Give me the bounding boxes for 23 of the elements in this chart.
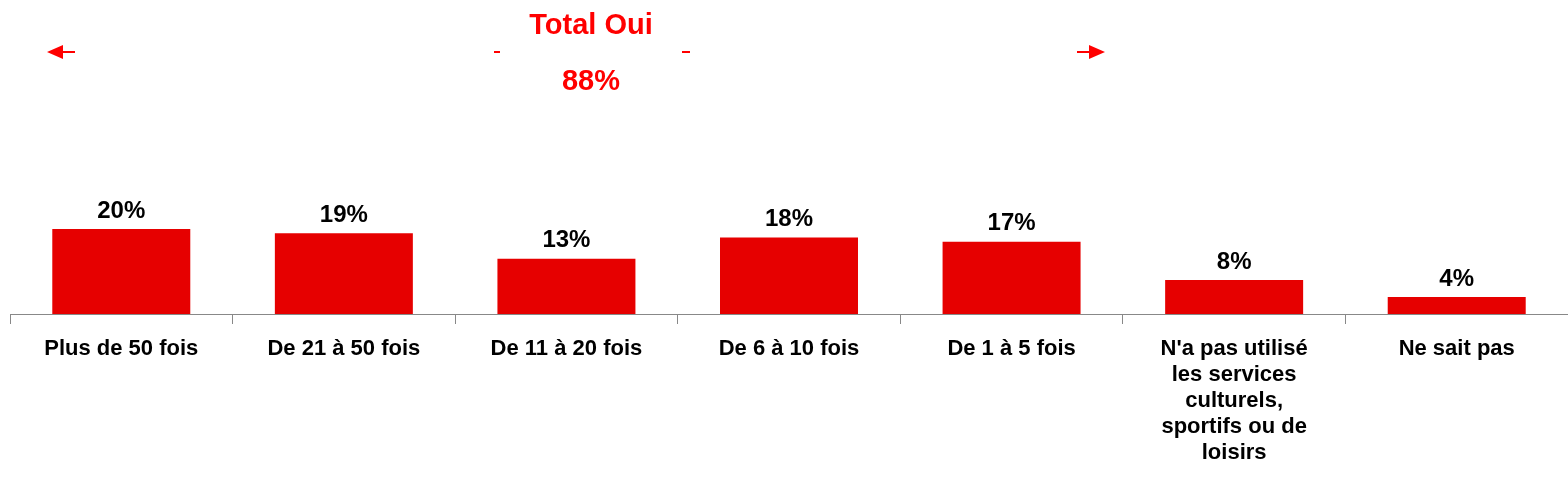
bar <box>942 241 1081 314</box>
data-label: 4% <box>1439 263 1475 291</box>
bar <box>1165 280 1304 314</box>
data-label: 19% <box>319 199 368 227</box>
bar <box>52 229 191 314</box>
x-tick-label: N'a pas utilisé les services culturels, sportifs ou de loisirs <box>1160 335 1308 464</box>
data-label: 13% <box>542 225 591 253</box>
x-tick-label: Ne sait pas <box>1398 335 1515 361</box>
x-tick-label: De 11 à 20 fois <box>490 335 643 361</box>
text: Total Oui <box>528 8 654 41</box>
bar <box>274 233 413 314</box>
data-label: 17% <box>987 208 1036 236</box>
x-tick-label: De 1 à 5 fois <box>947 335 1076 361</box>
x-tick-label: Plus de 50 fois <box>44 335 199 361</box>
data-label: 8% <box>1216 246 1252 274</box>
x-tick-label: De 6 à 10 fois <box>718 335 860 361</box>
bar <box>497 258 636 314</box>
data-label: 18% <box>764 204 814 232</box>
bar <box>720 237 858 314</box>
text: 88% <box>560 64 621 97</box>
bar <box>1387 297 1526 314</box>
x-tick-label: De 21 à 50 fois <box>267 335 421 361</box>
data-label: 20% <box>97 195 146 223</box>
